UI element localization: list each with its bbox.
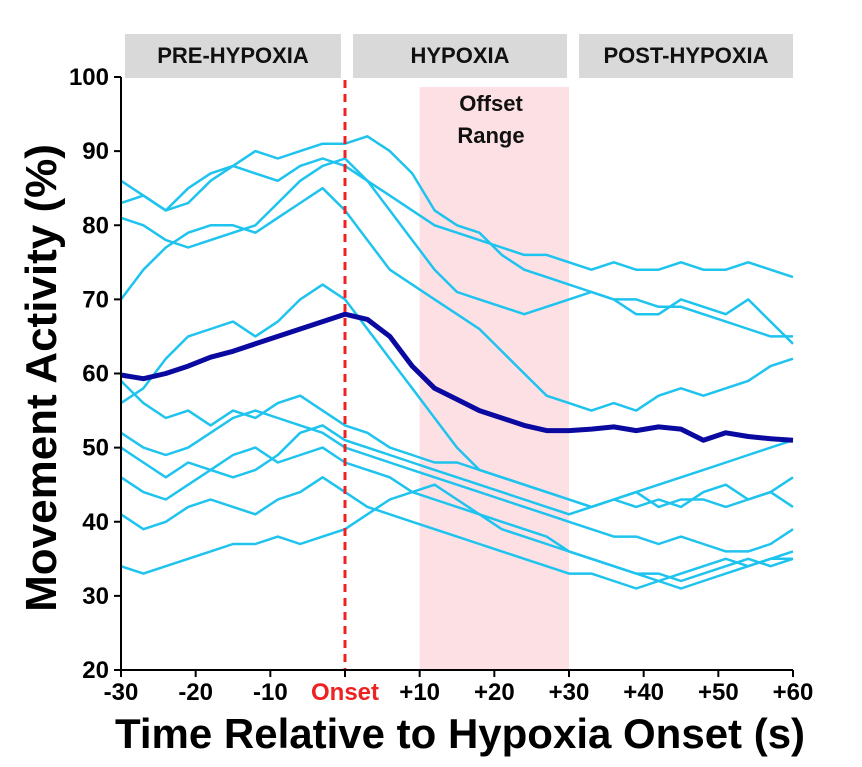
offset-range-band [419, 87, 569, 670]
series-line-3 [120, 157, 794, 345]
series-line-6 [120, 380, 794, 509]
series-line-10 [120, 476, 794, 590]
y-tick-label: 80 [82, 212, 109, 239]
x-tick-label-onset: Onset [311, 679, 379, 706]
series-line-mean [120, 311, 794, 443]
phase-label-pre-hypoxia: PRE-HYPOXIA [157, 43, 309, 68]
offset-range-label-line-1: Offset [459, 91, 523, 116]
y-tick-label: 50 [82, 435, 109, 462]
phase-box-post-hypoxia [579, 34, 793, 78]
phase-headers: PRE-HYPOXIA HYPOXIA POST-HYPOXIA [125, 34, 793, 78]
x-tick-label: +60 [773, 679, 814, 706]
y-tick-label: 60 [82, 361, 109, 388]
y-tick-label: 70 [82, 286, 109, 313]
series-line-5 [120, 283, 794, 509]
x-axis-title: Time Relative to Hypoxia Onset (s) [115, 710, 805, 757]
series-group [120, 135, 794, 590]
series-line-9 [120, 446, 793, 583]
x-tick-label: +10 [399, 679, 440, 706]
phase-label-hypoxia: HYPOXIA [410, 43, 509, 68]
x-tick-label: +40 [623, 679, 664, 706]
series-line-8 [120, 424, 794, 516]
y-axis-title: Movement Activity (%) [17, 144, 66, 612]
y-tick-label: 100 [69, 64, 109, 91]
series-line-2 [120, 135, 793, 338]
y-tick-label: 30 [82, 583, 109, 610]
phase-label-post-hypoxia: POST-HYPOXIA [603, 43, 768, 68]
y-tick-label: 20 [82, 657, 109, 684]
x-ticks: -30 -20 -10 Onset +10 +20 +30 +40 +50 +60 [104, 670, 814, 706]
phase-box-hypoxia [353, 34, 567, 78]
y-ticks: 20 30 40 50 60 70 80 90 100 [69, 64, 121, 684]
x-tick-label: +30 [549, 679, 590, 706]
series-line-11 [120, 483, 794, 583]
x-tick-label: +20 [474, 679, 515, 706]
phase-box-pre-hypoxia [125, 34, 341, 78]
x-tick-label: +50 [698, 679, 739, 706]
series-line-7 [120, 409, 794, 553]
y-tick-label: 90 [82, 138, 109, 165]
x-tick-label: -10 [253, 679, 288, 706]
y-tick-label: 40 [82, 509, 109, 536]
offset-range-label-line-2: Range [457, 123, 524, 148]
x-tick-label: -30 [104, 679, 139, 706]
x-tick-label: -20 [178, 679, 213, 706]
series-line-4 [120, 186, 794, 412]
